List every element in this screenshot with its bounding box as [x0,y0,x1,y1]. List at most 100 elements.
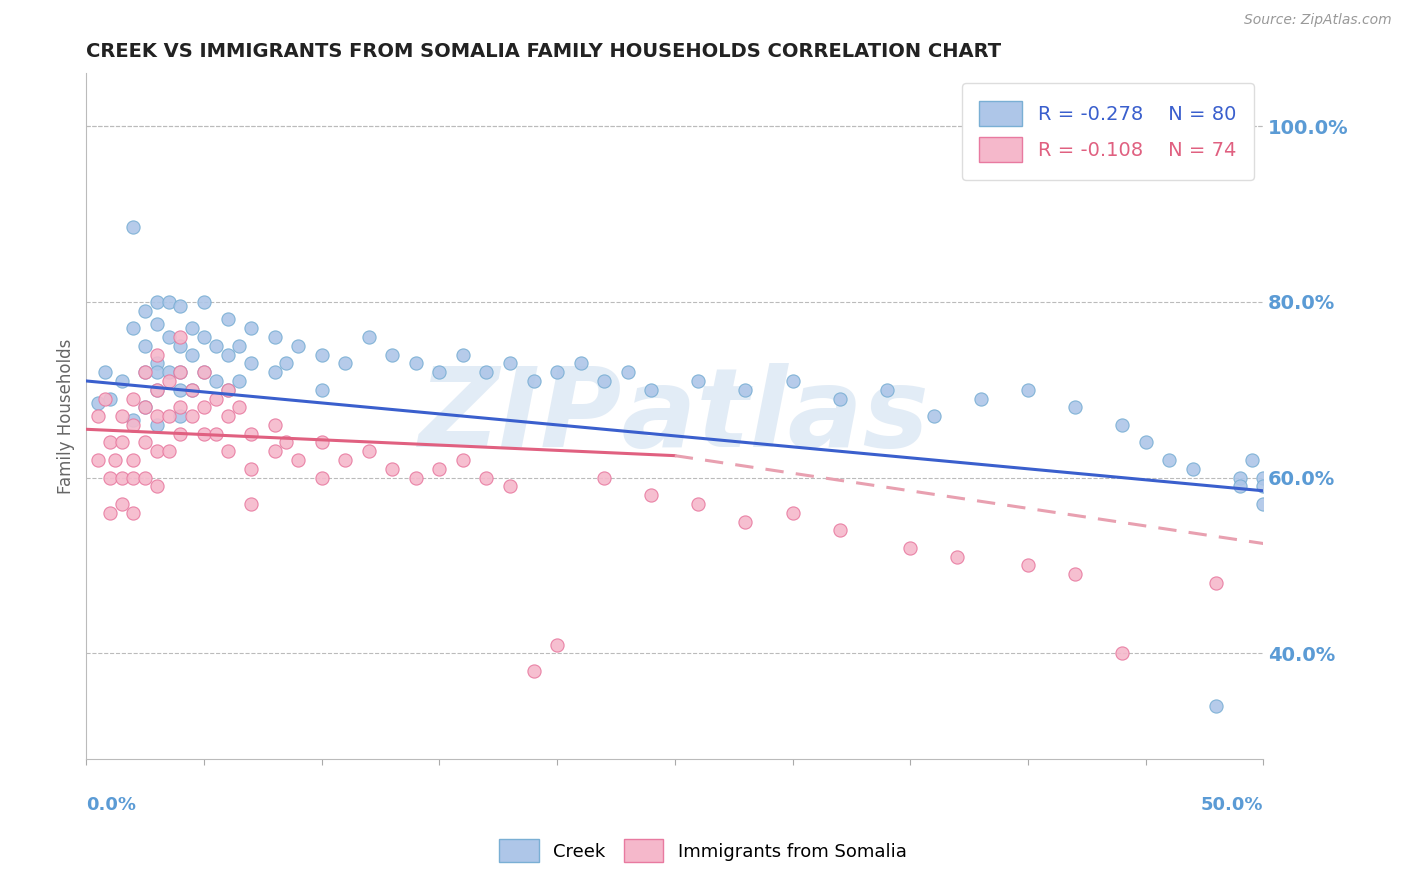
Point [157,330,180,344]
Point [569,356,592,370]
Point [734,515,756,529]
Point [593,470,616,484]
Point [122,413,145,427]
Point [228,339,250,353]
Point [276,435,298,450]
Point [217,383,239,397]
Point [169,299,191,313]
Point [204,374,226,388]
Point [94,365,117,379]
Point [640,383,662,397]
Point [217,444,239,458]
Point [217,409,239,423]
Point [146,479,169,493]
Legend: R = -0.278    N = 80, R = -0.108    N = 74: R = -0.278 N = 80, R = -0.108 N = 74 [962,83,1254,180]
Point [146,294,169,309]
Point [146,348,169,362]
Text: Source: ZipAtlas.com: Source: ZipAtlas.com [1244,13,1392,28]
Point [122,220,145,235]
Point [782,506,804,520]
Point [1205,576,1227,591]
Point [169,383,191,397]
Point [87,409,110,423]
Point [263,417,285,432]
Point [122,506,145,520]
Point [181,321,204,335]
Point [1205,699,1227,714]
Point [146,383,169,397]
Point [1253,470,1275,484]
Point [204,426,226,441]
Legend: Creek, Immigrants from Somalia: Creek, Immigrants from Somalia [492,832,914,870]
Point [922,409,945,423]
Point [146,417,169,432]
Point [357,330,380,344]
Point [87,396,110,410]
Point [169,426,191,441]
Point [122,453,145,467]
Point [593,374,616,388]
Point [1017,383,1039,397]
Point [110,497,132,511]
Point [134,365,156,379]
Point [98,392,121,406]
Point [134,339,156,353]
Point [782,374,804,388]
Point [181,409,204,423]
Point [110,409,132,423]
Point [169,365,191,379]
Point [181,383,204,397]
Point [381,348,404,362]
Point [134,401,156,415]
Point [228,374,250,388]
Point [240,462,263,476]
Point [1229,470,1251,484]
Point [169,330,191,344]
Point [688,497,710,511]
Point [475,470,498,484]
Point [475,365,498,379]
Point [217,383,239,397]
Point [1064,567,1087,582]
Point [499,479,522,493]
Point [1229,479,1251,493]
Point [287,339,309,353]
Point [616,365,638,379]
Point [451,348,474,362]
Point [146,409,169,423]
Point [193,294,215,309]
Point [134,365,156,379]
Point [828,524,851,538]
Point [1111,417,1133,432]
Point [103,453,125,467]
Point [970,392,993,406]
Point [146,365,169,379]
Point [157,409,180,423]
Point [522,374,544,388]
Point [335,356,357,370]
Text: CREEK VS IMMIGRANTS FROM SOMALIA FAMILY HOUSEHOLDS CORRELATION CHART: CREEK VS IMMIGRANTS FROM SOMALIA FAMILY … [86,42,1001,61]
Point [228,401,250,415]
Point [1064,401,1087,415]
Point [429,462,451,476]
Point [94,392,117,406]
Point [263,365,285,379]
Point [217,348,239,362]
Point [169,409,191,423]
Point [546,638,568,652]
Point [1181,462,1204,476]
Point [946,549,969,564]
Point [1017,558,1039,573]
Point [157,365,180,379]
Point [828,392,851,406]
Point [169,339,191,353]
Text: 0.0%: 0.0% [86,797,136,814]
Point [169,401,191,415]
Point [688,374,710,388]
Point [157,294,180,309]
Point [193,365,215,379]
Point [204,392,226,406]
Point [169,365,191,379]
Point [429,365,451,379]
Point [1159,453,1181,467]
